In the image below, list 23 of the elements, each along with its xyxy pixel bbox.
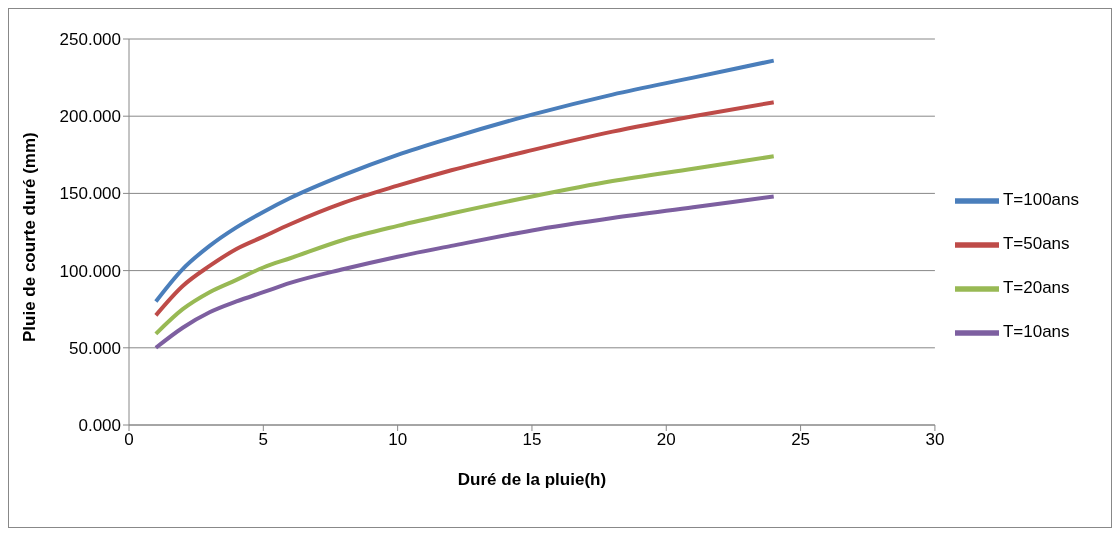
line-series bbox=[153, 194, 776, 350]
line-series bbox=[153, 58, 776, 304]
line-series bbox=[153, 154, 776, 336]
legend-label: T=100ans bbox=[1002, 190, 1079, 210]
line-series bbox=[153, 100, 776, 318]
y-tick-label: 200.000 bbox=[59, 107, 121, 127]
y-tick-label: 150.000 bbox=[59, 184, 121, 204]
legend-label: T=20ans bbox=[1002, 278, 1070, 298]
x-tick-label: 10 bbox=[388, 430, 408, 450]
legend-label: T=50ans bbox=[1002, 234, 1070, 254]
x-tick-label: 20 bbox=[656, 430, 676, 450]
legend-label: T=10ans bbox=[1002, 322, 1070, 342]
x-tick-label: 5 bbox=[258, 430, 269, 450]
x-tick-label: 25 bbox=[791, 430, 811, 450]
x-tick-label: 30 bbox=[925, 430, 945, 450]
y-tick-label: 50.000 bbox=[69, 338, 121, 358]
x-tick-label: 15 bbox=[522, 430, 542, 450]
y-axis-title: Pluie de courte duré (mm) bbox=[20, 132, 40, 342]
y-tick-label: 0.000 bbox=[78, 416, 121, 436]
x-tick-label: 0 bbox=[124, 430, 134, 450]
x-axis-title: Duré de la pluie(h) bbox=[457, 470, 607, 489]
y-tick-label: 250.000 bbox=[59, 30, 121, 50]
y-tick-label: 100.000 bbox=[59, 261, 121, 281]
